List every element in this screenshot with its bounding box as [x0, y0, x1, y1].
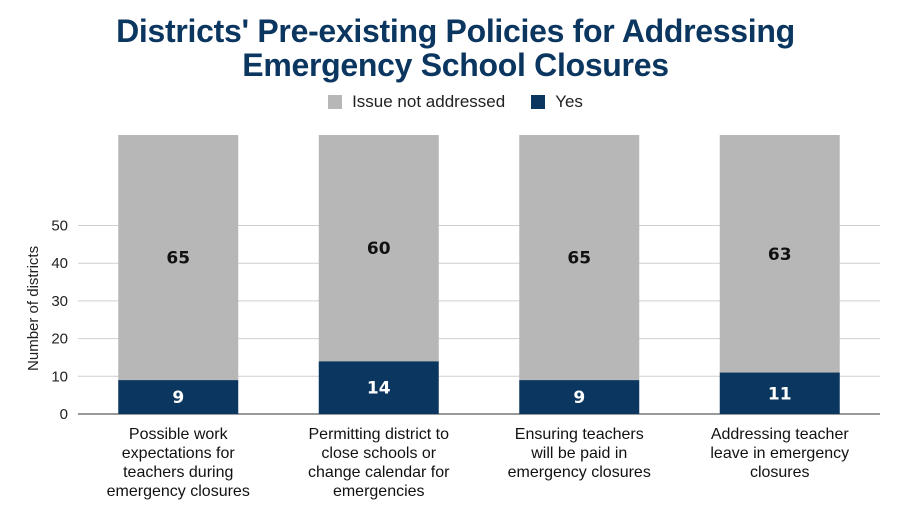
- legend-item-yes: Yes: [531, 92, 583, 112]
- bar-yes: [519, 380, 640, 414]
- chart-title-line-2: Emergency School Closures: [242, 47, 669, 83]
- x-category-label: Possible work expectations for teachers du…: [107, 426, 250, 500]
- x-category-label-line: leave in emergency: [710, 445, 849, 462]
- x-category-label: Permitting district to close schools or ch…: [308, 426, 450, 500]
- x-category-label-line: Addressing teacher: [711, 426, 850, 443]
- x-category-label-line: close schools or: [321, 445, 436, 462]
- data-label: 14: [367, 379, 391, 399]
- x-category-label-line: teachers during: [123, 464, 233, 481]
- chart-title-line-1: Districts' Pre-existing Policies for Add…: [116, 13, 795, 49]
- bar-issue-not-addressed: [318, 135, 439, 362]
- x-category-label-line: emergency closures: [508, 464, 651, 481]
- data-label: 9: [172, 388, 184, 408]
- x-category-label: Addressing teacher leave in emergency clos…: [710, 426, 849, 481]
- legend-label-issue-not-addressed: Issue not addressed: [352, 92, 506, 111]
- x-category-label-line: Ensuring teachers: [515, 426, 644, 443]
- x-category-label-line: Possible work: [129, 426, 229, 443]
- x-category-label-line: closures: [750, 464, 810, 481]
- data-label: 63: [768, 245, 792, 265]
- legend-swatch-yes: [531, 95, 546, 109]
- y-tick-label: 10: [51, 368, 68, 385]
- data-label: 65: [166, 249, 190, 269]
- x-category-label-line: Permitting district to: [309, 426, 450, 443]
- bar-yes: [118, 380, 239, 414]
- legend-item-issue-not-addressed: Issue not addressed: [328, 92, 505, 112]
- legend-label-yes: Yes: [555, 92, 583, 111]
- x-category-label-line: will be paid in: [530, 445, 627, 462]
- bar-issue-not-addressed: [118, 135, 239, 381]
- data-label: 60: [367, 239, 391, 259]
- y-tick-label: 0: [60, 406, 68, 423]
- y-tick-label: 40: [51, 255, 68, 272]
- y-tick-label: 20: [51, 331, 68, 348]
- bar-yes: [318, 361, 439, 414]
- y-axis-label: Number of districts: [25, 246, 42, 371]
- legend: Issue not addressed Yes: [0, 92, 911, 112]
- legend-swatch-issue-not-addressed: [328, 95, 343, 109]
- y-tick-label: 30: [51, 293, 68, 310]
- x-category-label: Ensuring teachers will be paid in emergenc…: [508, 426, 651, 481]
- bar-yes: [719, 372, 840, 414]
- data-label: 65: [567, 249, 591, 269]
- bar-issue-not-addressed: [719, 135, 840, 373]
- x-category-label-line: emergencies: [333, 483, 425, 500]
- chart-title: Districts' Pre-existing Policies for Add…: [0, 14, 911, 82]
- data-label: 11: [768, 384, 792, 404]
- y-tick-label: 50: [51, 218, 68, 235]
- x-category-label-line: change calendar for: [308, 464, 450, 481]
- bar-issue-not-addressed: [519, 135, 640, 381]
- data-label: 9: [573, 388, 585, 408]
- x-category-label-line: expectations for: [122, 445, 236, 462]
- x-category-label-line: emergency closures: [107, 483, 250, 500]
